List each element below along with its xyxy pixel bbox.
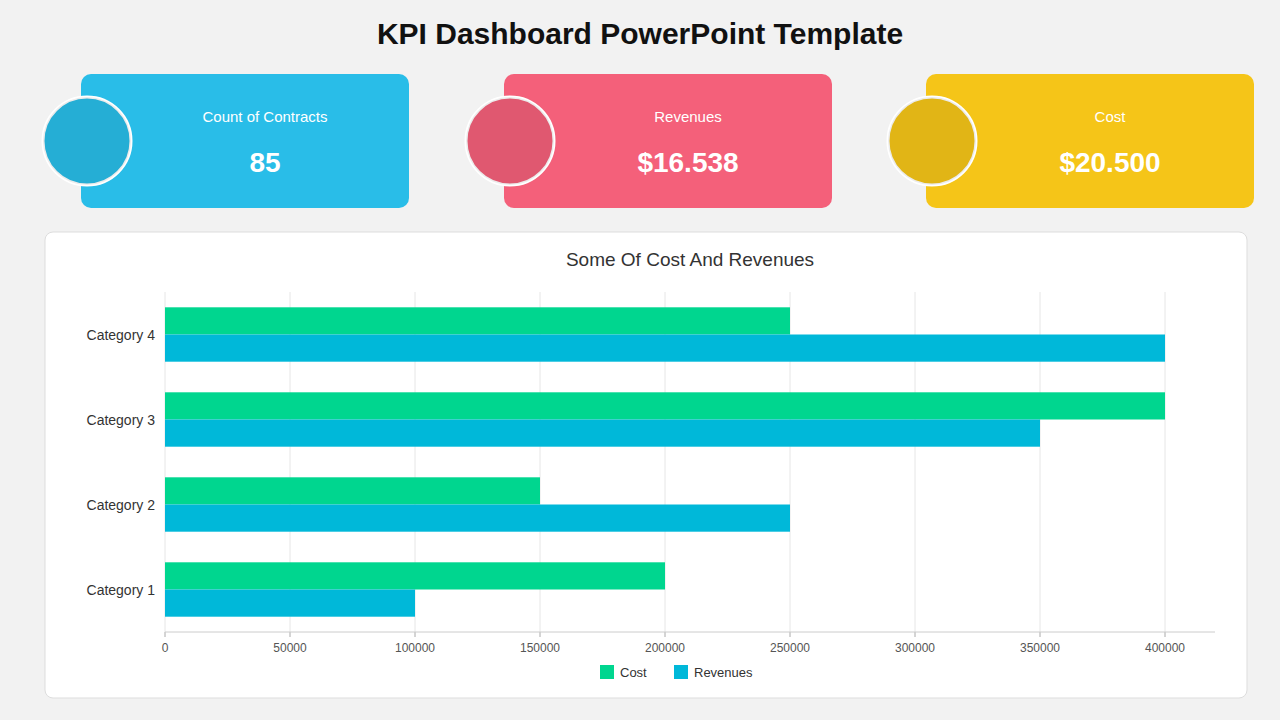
- tick-mark: [540, 632, 541, 637]
- card-value: 85: [249, 147, 280, 178]
- tick-mark: [790, 632, 791, 637]
- kpi-card: Revenues $16.538: [466, 74, 832, 208]
- kpi-card: Cost $20.500: [888, 74, 1254, 208]
- dashboard: KPI Dashboard PowerPoint Template Count o…: [0, 0, 1280, 720]
- card-icon-shade: [466, 97, 554, 185]
- tick-label: 100000: [395, 641, 435, 655]
- chart-title: Some Of Cost And Revenues: [566, 249, 814, 270]
- tick-label: 0: [162, 641, 169, 655]
- bar: [165, 505, 790, 532]
- bar: [165, 590, 415, 617]
- card-icon-shade: [43, 97, 131, 185]
- legend-swatch: [674, 665, 688, 679]
- chart-panel: [45, 232, 1247, 698]
- card-icon-shade: [888, 97, 976, 185]
- category-label: Category 3: [87, 412, 156, 428]
- tick-label: 200000: [645, 641, 685, 655]
- tick-label: 300000: [895, 641, 935, 655]
- tick-label: 350000: [1020, 641, 1060, 655]
- bars: [165, 307, 1165, 616]
- category-label: Category 4: [87, 327, 156, 343]
- tick-mark: [415, 632, 416, 637]
- bar: [165, 420, 1040, 447]
- tick-mark: [1040, 632, 1041, 637]
- card-icon: [466, 97, 554, 185]
- x-axis: 0 50000 100000 150000 200000 250000 300000 3500…: [162, 292, 1215, 655]
- tick-mark: [165, 632, 166, 637]
- axis-line: [165, 632, 1215, 633]
- card-icon: [43, 97, 131, 185]
- tick-mark: [1165, 632, 1166, 637]
- card-value: $16.538: [637, 147, 738, 178]
- bar: [165, 307, 790, 334]
- legend: Cost Revenues: [600, 665, 753, 680]
- legend-label: Revenues: [694, 665, 753, 680]
- category-label: Category 1: [87, 582, 156, 598]
- title: KPI Dashboard PowerPoint Template: [377, 17, 903, 50]
- category-label: Category 2: [87, 497, 156, 513]
- card-label: Revenues: [654, 108, 722, 125]
- tick-mark: [290, 632, 291, 637]
- bar: [165, 562, 665, 589]
- legend-swatch: [600, 665, 614, 679]
- tick-label: 150000: [520, 641, 560, 655]
- card-value: $20.500: [1059, 147, 1160, 178]
- tick-mark: [915, 632, 916, 637]
- tick-mark: [665, 632, 666, 637]
- kpi-card: Count of Contracts 85: [43, 74, 409, 208]
- tick-label: 250000: [770, 641, 810, 655]
- card-icon: [888, 97, 976, 185]
- card-label: Count of Contracts: [202, 108, 327, 125]
- bar: [165, 335, 1165, 362]
- bar: [165, 477, 540, 504]
- bar: [165, 392, 1165, 419]
- legend-label: Cost: [620, 665, 647, 680]
- background: [0, 0, 1280, 720]
- tick-label: 50000: [273, 641, 307, 655]
- tick-label: 400000: [1145, 641, 1185, 655]
- card-label: Cost: [1095, 108, 1127, 125]
